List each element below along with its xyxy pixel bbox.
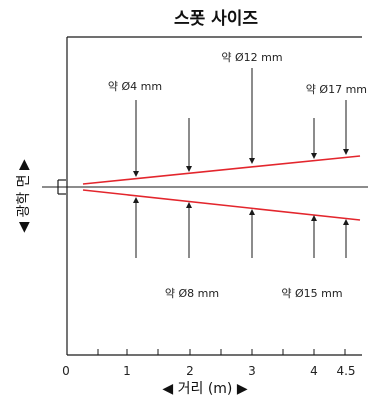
spot-label-45m: 약 Ø17 mm <box>306 82 367 96</box>
x-tick-label-1: 1 <box>123 364 131 378</box>
beam-cone <box>82 155 361 221</box>
y-axis-label: ◀ 광학 면 ▶ <box>16 159 32 233</box>
x-tick-label-2: 2 <box>186 364 194 378</box>
spot-label-2m: 약 Ø8 mm <box>165 286 219 300</box>
spot-label-1m: 약 Ø4 mm <box>108 79 162 93</box>
beam-upper-edge <box>82 155 361 185</box>
sensor-face-icon <box>57 179 66 195</box>
spot-label-3m: 약 Ø12 mm <box>221 50 282 64</box>
beam-lower-edge <box>82 189 361 221</box>
diagram-title: 스폿 사이즈 <box>174 9 258 29</box>
x-tick-marks <box>97 349 346 355</box>
x-tick-label-4: 4 <box>310 364 318 378</box>
x-axis-label: ◀ 거리 (m) ▶ <box>162 381 247 397</box>
x-tick-label-3: 3 <box>248 364 256 378</box>
x-tick-label-0: 0 <box>62 364 70 378</box>
spot-label-4m: 약 Ø15 mm <box>281 286 342 300</box>
x-tick-label-45: 4.5 <box>336 364 355 378</box>
plot-frame <box>66 36 362 356</box>
dimension-arrows <box>133 68 349 258</box>
